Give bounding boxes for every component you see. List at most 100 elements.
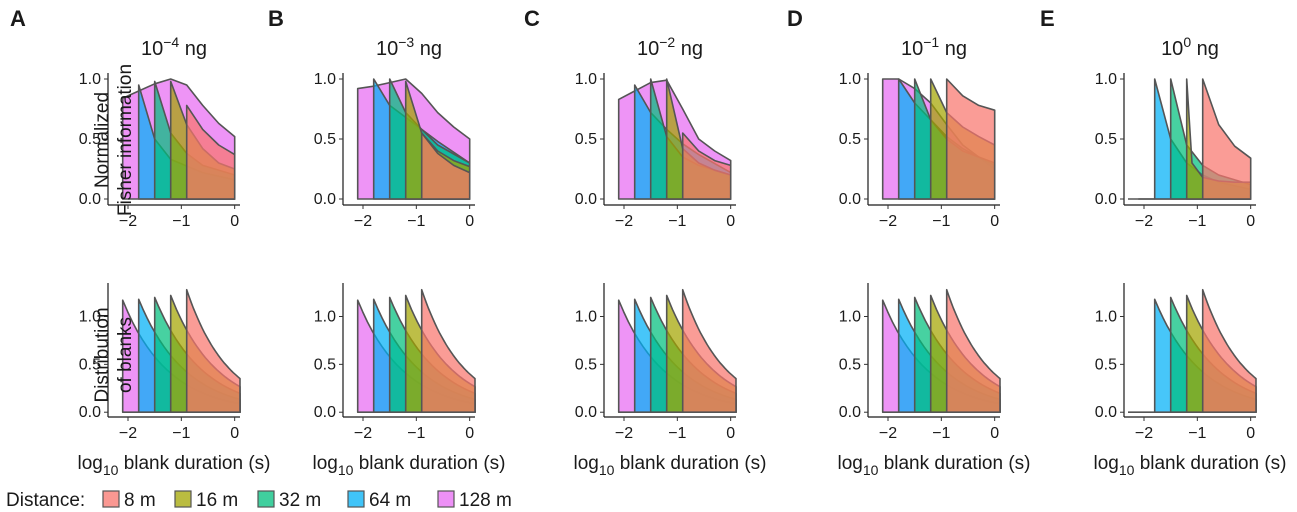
y-tick-label: 0.0 xyxy=(575,191,597,208)
y-tick-label: 0.5 xyxy=(1095,131,1117,148)
panel-letter: A xyxy=(10,6,26,31)
x-tick-label: −2 xyxy=(1135,425,1153,442)
x-tick-label: 0 xyxy=(1246,425,1255,442)
panel-c: C 10−2 ng 0.0 0.5 1.0 −2 −1 0 0.0 0.5 1.0 −2 −1 0 log1… xyxy=(524,6,767,478)
legend-swatch xyxy=(347,490,365,508)
x-tick-label: −1 xyxy=(407,425,425,442)
x-tick-label: 0 xyxy=(465,425,474,442)
y-tick-label: 0.0 xyxy=(314,404,336,421)
panel-title: 10−2 ng xyxy=(637,34,703,60)
x-tick-label: −2 xyxy=(119,213,137,230)
legend-item-16m: 16 m xyxy=(174,490,238,511)
blank-area-8m xyxy=(185,288,241,413)
x-axis-title: log10 blank duration (s) xyxy=(1093,453,1286,478)
y-tick-label: 1.0 xyxy=(314,71,336,88)
blank-distribution-plot: 0.0 0.5 1.0 −2 −1 0 xyxy=(839,283,1001,442)
blank-area-8m xyxy=(1201,288,1257,413)
x-tick-label: −2 xyxy=(119,425,137,442)
y-tick-label: 0.0 xyxy=(1095,191,1117,208)
y-tick-label: 0.5 xyxy=(314,131,336,148)
row-label-bottom: Distribution of blanks xyxy=(92,307,136,402)
x-tick-label: −1 xyxy=(172,425,190,442)
x-tick-label: −2 xyxy=(354,213,372,230)
panel-grid: A 10−4 ng 0.0 0.5 1.0 −2 −1 0 0.0 0.5 1.0 −2 −1 0 log1… xyxy=(10,6,1287,478)
x-tick-label: 0 xyxy=(1246,213,1255,230)
legend-swatch xyxy=(174,490,192,508)
x-axis-title: log10 blank duration (s) xyxy=(573,453,766,478)
x-tick-label: 0 xyxy=(726,213,735,230)
panel-a: A 10−4 ng 0.0 0.5 1.0 −2 −1 0 0.0 0.5 1.0 −2 −1 0 log1… xyxy=(10,6,271,478)
x-tick-label: −1 xyxy=(1188,425,1206,442)
x-tick-label: −2 xyxy=(879,213,897,230)
x-tick-label: 0 xyxy=(465,213,474,230)
panel-title: 10−3 ng xyxy=(376,34,442,60)
blank-area-8m xyxy=(420,288,476,413)
fisher-information-plot: 0.0 0.5 1.0 −2 −1 0 xyxy=(839,71,1000,230)
x-tick-label: −2 xyxy=(879,425,897,442)
panel-b: B 10−3 ng 0.0 0.5 1.0 −2 −1 0 0.0 0.5 1.0 −2 −1 0 log1… xyxy=(268,6,506,478)
x-tick-label: −1 xyxy=(932,425,950,442)
x-tick-label: −1 xyxy=(932,213,950,230)
y-tick-label: 1.0 xyxy=(79,71,101,88)
row-label-top-line2: Fisher information xyxy=(115,64,136,216)
legend: Distance: 8 m 16 m 32 m 64 m 128 m xyxy=(6,490,512,511)
legend-item-128m: 128 m xyxy=(437,490,512,511)
x-tick-label: −2 xyxy=(615,213,633,230)
y-tick-label: 1.0 xyxy=(839,309,861,326)
legend-title: Distance: xyxy=(6,490,85,511)
legend-label: 16 m xyxy=(196,490,238,511)
x-tick-label: −2 xyxy=(1135,213,1153,230)
panel-letter: B xyxy=(268,6,284,31)
x-tick-label: −1 xyxy=(172,213,190,230)
y-tick-label: 0.0 xyxy=(575,404,597,421)
row-label-top: Normalized Fisher information xyxy=(92,64,136,216)
blank-distribution-plot: 0.0 0.5 1.0 −2 −1 0 xyxy=(314,283,476,442)
panel-e: E 100 ng 0.0 0.5 1.0 −2 −1 0 0.0 0.5 1.0 −2 −1 0 log10… xyxy=(1040,6,1287,478)
y-tick-label: 0.5 xyxy=(79,356,101,373)
x-tick-label: 0 xyxy=(990,213,999,230)
blank-area-8m xyxy=(681,288,737,413)
blank-distribution-plot: 0.0 0.5 1.0 −2 −1 0 xyxy=(79,283,241,442)
legend-item-8m: 8 m xyxy=(102,490,156,511)
fisher-information-plot: 0.0 0.5 1.0 −2 −1 0 xyxy=(79,71,240,230)
y-tick-label: 0.5 xyxy=(1095,356,1117,373)
x-tick-label: 0 xyxy=(726,425,735,442)
y-tick-label: 0.5 xyxy=(314,356,336,373)
y-tick-label: 0.0 xyxy=(314,191,336,208)
row-label-bottom-line2: of blanks xyxy=(115,317,136,393)
row-label-top-line1: Normalized xyxy=(92,92,113,188)
legend-item-32m: 32 m xyxy=(257,490,321,511)
legend-item-64m: 64 m xyxy=(347,490,411,511)
fisher-area-8m xyxy=(420,132,471,200)
x-tick-label: −1 xyxy=(407,213,425,230)
x-tick-label: −2 xyxy=(615,425,633,442)
legend-swatch xyxy=(257,490,275,508)
panel-title: 10−1 ng xyxy=(901,34,967,60)
panel-d: D 10−1 ng 0.0 0.5 1.0 −2 −1 0 0.0 0.5 1.0 −2 −1 0 log1… xyxy=(787,6,1031,478)
y-tick-label: 0.5 xyxy=(79,131,101,148)
x-tick-label: 0 xyxy=(230,425,239,442)
legend-label: 32 m xyxy=(279,490,321,511)
legend-swatch xyxy=(102,490,120,508)
y-tick-label: 0.0 xyxy=(839,191,861,208)
y-tick-label: 1.0 xyxy=(575,309,597,326)
fisher-area-8m xyxy=(1201,78,1252,200)
y-tick-label: 0.5 xyxy=(839,356,861,373)
x-tick-label: −1 xyxy=(668,213,686,230)
y-tick-label: 0.5 xyxy=(575,131,597,148)
fisher-information-plot: 0.0 0.5 1.0 −2 −1 0 xyxy=(314,71,475,230)
y-tick-label: 0.0 xyxy=(79,404,101,421)
y-tick-label: 0.0 xyxy=(79,191,101,208)
legend-label: 8 m xyxy=(124,490,156,511)
panel-letter: C xyxy=(524,6,540,31)
y-tick-label: 0.0 xyxy=(1095,404,1117,421)
row-label-bottom-line1: Distribution xyxy=(92,307,113,402)
panel-title: 10−4 ng xyxy=(141,34,207,60)
y-tick-label: 1.0 xyxy=(839,71,861,88)
x-tick-label: −1 xyxy=(668,425,686,442)
panel-letter: D xyxy=(787,6,803,31)
legend-label: 64 m xyxy=(369,490,411,511)
y-tick-label: 1.0 xyxy=(1095,309,1117,326)
x-axis-title: log10 blank duration (s) xyxy=(312,453,505,478)
